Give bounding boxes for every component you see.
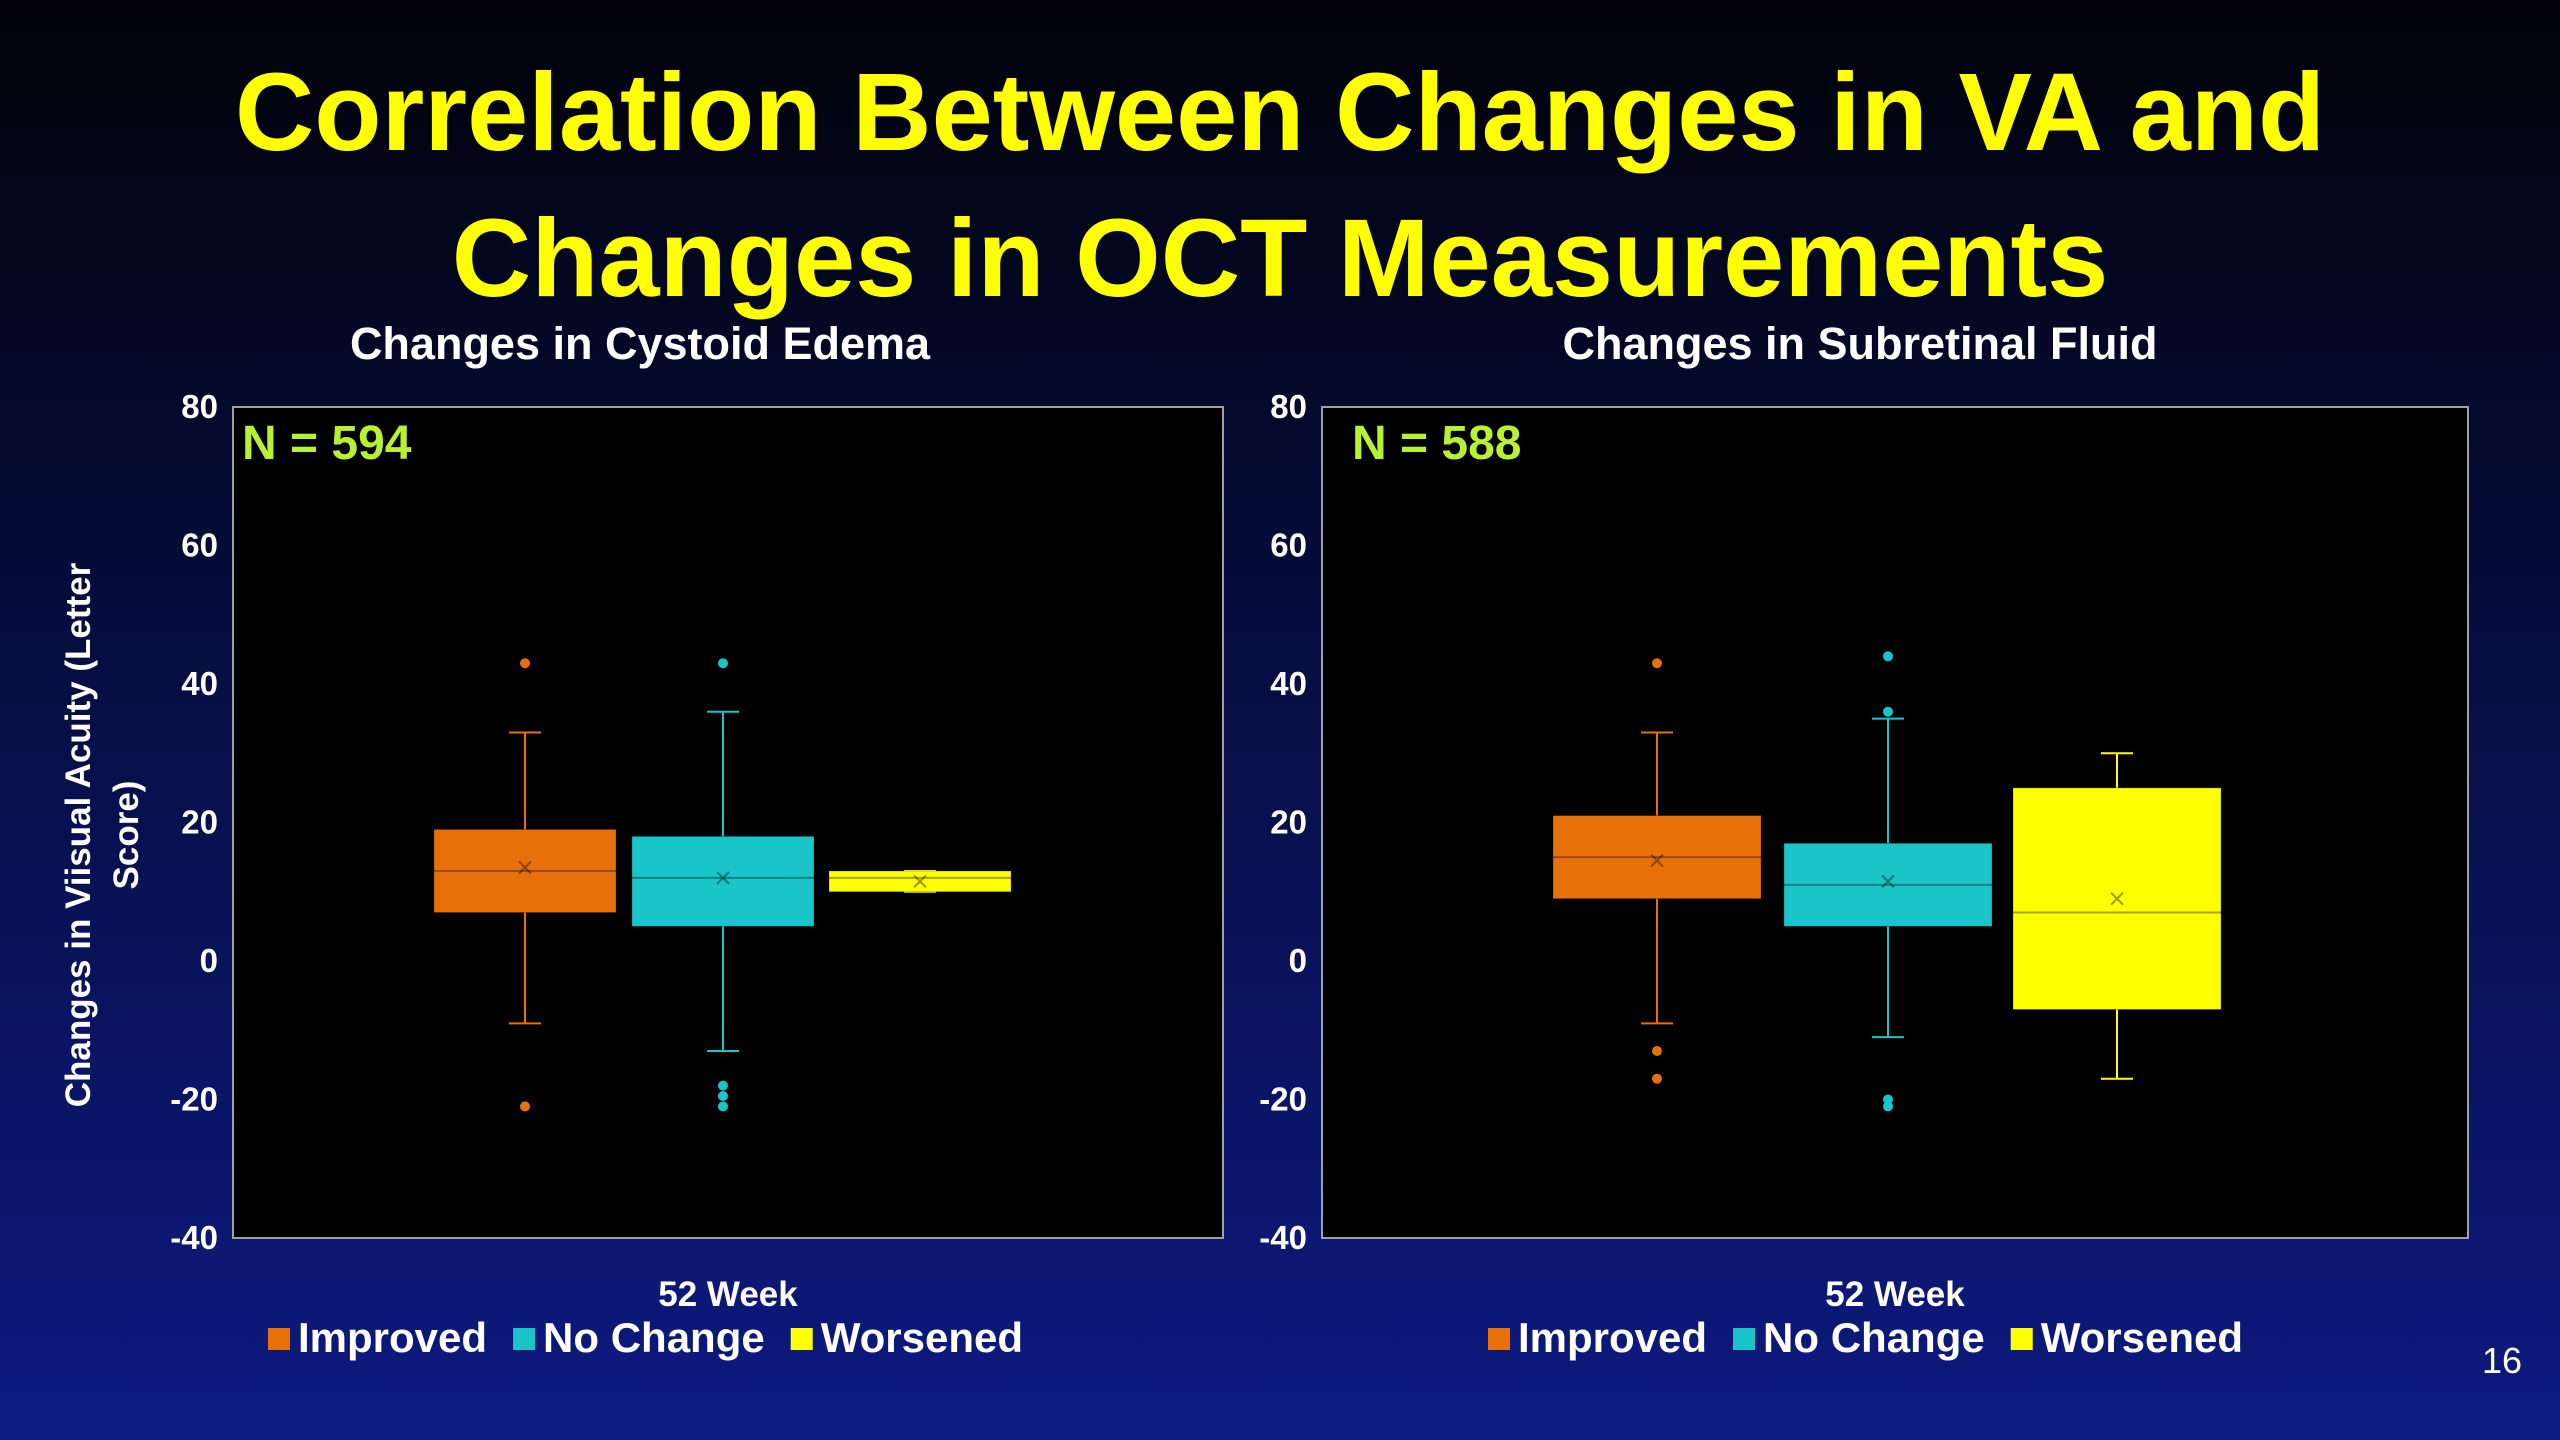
- outlier-point: [1652, 1046, 1662, 1057]
- legend: Improved No Change Worsened: [1488, 1314, 2243, 1361]
- outlier-point: [718, 1080, 728, 1091]
- box-improved: [1552, 658, 1762, 1084]
- page-number: 16: [2481, 1340, 2522, 1381]
- x-axis-label: 52 Week: [1825, 1275, 1965, 1314]
- legend-label: No Change: [543, 1314, 765, 1361]
- y-tick-label: -20: [170, 1081, 218, 1118]
- outlier-point: [520, 658, 530, 669]
- y-tick-label: 20: [181, 804, 218, 841]
- box-iqr: [631, 835, 815, 927]
- y-tick-label: 40: [181, 665, 218, 702]
- legend-label: Worsened: [2041, 1314, 2243, 1361]
- sample-size-annotation: N = 594: [242, 417, 412, 470]
- y-tick-label: 0: [200, 942, 218, 979]
- legend: Improved No Change Worsened: [268, 1314, 1023, 1361]
- box-iqr: [1552, 815, 1762, 900]
- y-tick-label: -40: [170, 1219, 218, 1256]
- legend-swatch: [1733, 1328, 1756, 1350]
- outlier-point: [1883, 1094, 1893, 1105]
- x-axis-label: 52 Week: [658, 1275, 798, 1314]
- mean-marker: [2110, 891, 2124, 906]
- outlier-point: [718, 658, 728, 669]
- legend-swatch: [513, 1328, 536, 1350]
- outlier-point: [718, 1091, 728, 1102]
- outlier-point: [1883, 1101, 1893, 1112]
- outlier-point: [1652, 658, 1662, 669]
- mean-marker: [716, 871, 730, 885]
- box-worsened: [828, 869, 1012, 893]
- y-tick-label: 80: [1270, 388, 1307, 425]
- y-tick-label: 80: [181, 388, 218, 425]
- outlier-point: [520, 1101, 530, 1112]
- mean-marker: [1650, 853, 1664, 868]
- slide-title-line2: Changes in OCT Measurements: [451, 197, 2109, 320]
- box-no-change: [631, 658, 815, 1112]
- y-tick-label: -20: [1259, 1081, 1307, 1118]
- box-worsened: [2012, 752, 2222, 1080]
- y-tick-label: -40: [1259, 1219, 1307, 1256]
- outlier-point: [1883, 651, 1893, 662]
- outlier-point: [1883, 706, 1893, 717]
- chart-title-subretinal-fluid: Changes in Subretinal Fluid: [1562, 318, 2158, 369]
- legend-label: Improved: [1518, 1314, 1707, 1361]
- chart-0: 80 60 40 20 0 -20 -40 N = 594 52 Week Improved No …: [170, 388, 1224, 1361]
- chart-title-cystoid-edema: Changes in Cystoid Edema: [349, 318, 931, 369]
- box-iqr: [828, 870, 1012, 893]
- legend-swatch: [268, 1328, 290, 1350]
- y-tick-label: 40: [1270, 665, 1307, 702]
- legend-label: No Change: [1763, 1314, 1985, 1361]
- legend-swatch: [2010, 1328, 2033, 1350]
- mean-marker: [518, 860, 532, 875]
- box-no-change: [1783, 651, 1993, 1112]
- box-iqr: [1783, 842, 1993, 927]
- y-tick-label: 60: [181, 527, 218, 564]
- slide-title-line1: Correlation Between Changes in VA and: [234, 51, 2326, 174]
- legend-swatch: [1488, 1328, 1510, 1350]
- slide-title: Correlation Between Changes in VA and Ch…: [0, 40, 2560, 332]
- box-iqr: [2012, 787, 2222, 1010]
- y-tick-label: 60: [1270, 527, 1307, 564]
- mean-marker: [1881, 874, 1895, 889]
- mean-marker: [913, 874, 927, 889]
- sample-size-annotation: N = 588: [1352, 417, 1521, 470]
- plot-area: [232, 406, 1224, 1239]
- plot-area: [1321, 406, 2469, 1239]
- legend-label: Worsened: [821, 1314, 1023, 1361]
- chart-1: 80 60 40 20 0 -20 -40 N = 588 52 Week Improved No …: [1259, 388, 2469, 1361]
- box-improved: [433, 658, 617, 1112]
- outlier-point: [1652, 1073, 1662, 1084]
- outlier-point: [718, 1101, 728, 1112]
- box-iqr: [433, 828, 617, 914]
- legend-label: Improved: [298, 1314, 487, 1361]
- legend-swatch: [790, 1328, 813, 1350]
- y-tick-label: 0: [1289, 942, 1307, 979]
- y-tick-label: 20: [1270, 804, 1307, 841]
